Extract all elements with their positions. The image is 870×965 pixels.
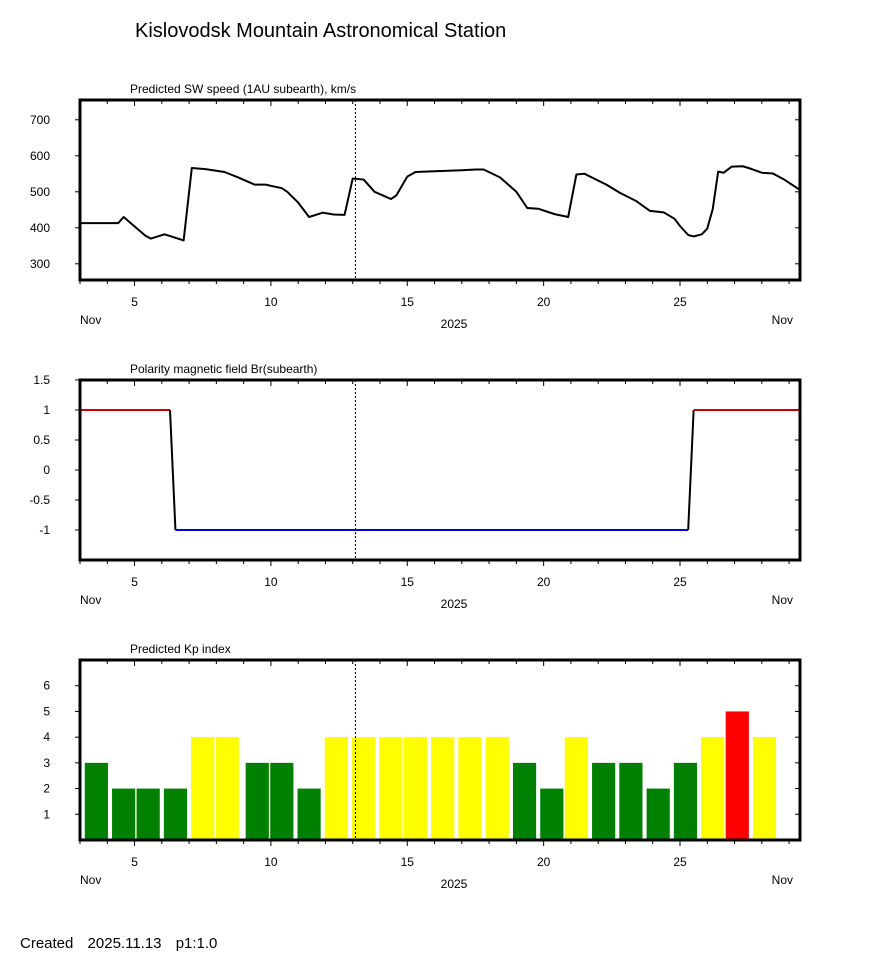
version-label: p1:1.0 [175,935,218,952]
plot-frame-0 [78,98,802,282]
y-tick-label-1-1: -0.5 [29,493,50,507]
created-label: Created [20,935,74,952]
month-label-left-1: Nov [80,593,101,607]
month-label-right-0: Nov [772,313,793,327]
x-tick-label-1-0: 5 [131,575,138,589]
kp-bar-11 [379,737,403,840]
kp-bar-8 [297,788,321,840]
y-tick-label-1-3: 0.5 [33,433,50,447]
x-tick-label-2-2: 15 [401,855,415,869]
polarity-series-transition-down [169,409,177,531]
month-label-left-2: Nov [80,873,101,887]
kp-bar-22 [673,762,698,840]
y-tick-label-2-0: 1 [43,807,50,821]
y-tick-label-2-5: 6 [43,679,50,693]
y-tick-label-1-4: 1 [43,403,50,417]
kp-bar-14 [458,737,482,840]
kp-bar-19 [592,762,616,840]
kp-bar-3 [163,788,188,840]
x-tick-label-2-4: 25 [673,855,687,869]
panel-title-1: Polarity magnetic field Br(subearth) [130,362,317,376]
y-tick-label-1-2: 0 [43,463,50,477]
x-tick-label-0-3: 20 [537,295,551,309]
year-label-2: 2025 [441,877,468,891]
x-tick-label-0-4: 25 [673,295,687,309]
page-title: Kislovodsk Mountain Astronomical Station [135,20,507,42]
kp-bar-1 [112,788,136,840]
kp-bar-5 [215,737,239,840]
kp-bar-2 [136,788,160,840]
kp-bar-9 [324,737,348,840]
kp-bar-12 [403,737,428,840]
x-tick-label-1-1: 10 [264,575,278,589]
x-tick-label-2-0: 5 [131,855,138,869]
panel-title-0: Predicted SW speed (1AU subearth), km/s [130,82,356,96]
x-tick-label-2-1: 10 [264,855,278,869]
x-tick-label-0-0: 5 [131,295,138,309]
y-tick-label-1-0: -1 [39,523,50,537]
plot-frame-1 [78,378,802,562]
kp-bar-25 [752,737,777,840]
x-tick-label-0-2: 15 [401,295,415,309]
x-tick-label-0-1: 10 [264,295,278,309]
kp-bar-20 [619,762,643,840]
kp-bar-0 [84,762,108,840]
kp-bar-23 [701,737,725,840]
kp-bar-13 [431,737,455,840]
sw-speed-line [80,165,801,242]
x-tick-label-1-2: 15 [401,575,415,589]
kp-bar-21 [646,788,670,840]
y-tick-label-0-1: 400 [30,221,50,235]
kp-bar-4 [191,737,215,840]
year-label-0: 2025 [441,317,468,331]
x-tick-label-1-4: 25 [673,575,687,589]
kp-bar-24 [725,711,749,840]
kp-bar-18 [564,737,588,840]
created-date: 2025.11.13 [87,935,162,952]
panel-title-2: Predicted Kp index [130,642,231,656]
year-label-1: 2025 [441,597,468,611]
kp-bar-15 [485,737,509,840]
kp-bar-10 [352,737,376,840]
y-tick-label-0-0: 300 [30,257,50,271]
y-tick-label-2-1: 2 [43,782,50,796]
kp-bar-16 [512,762,537,840]
kp-bar-7 [270,762,294,840]
plot-frame-2 [78,658,802,842]
y-tick-label-2-4: 5 [43,704,50,718]
y-tick-label-2-2: 3 [43,756,50,770]
x-tick-label-2-3: 20 [537,855,551,869]
month-label-left-0: Nov [80,313,101,327]
kp-bar-17 [540,788,564,840]
month-label-right-1: Nov [772,593,793,607]
y-tick-label-0-4: 700 [30,113,50,127]
polarity-series-transition-up [687,409,695,531]
month-label-right-2: Nov [772,873,793,887]
created-footer: Created 2025.11.13 p1:1.0 [20,935,227,952]
kp-bar-6 [245,762,269,840]
y-tick-label-0-3: 600 [30,149,50,163]
y-tick-label-0-2: 500 [30,185,50,199]
y-tick-label-1-5: 1.5 [33,373,50,387]
y-tick-label-2-3: 4 [43,730,50,744]
x-tick-label-1-3: 20 [537,575,551,589]
